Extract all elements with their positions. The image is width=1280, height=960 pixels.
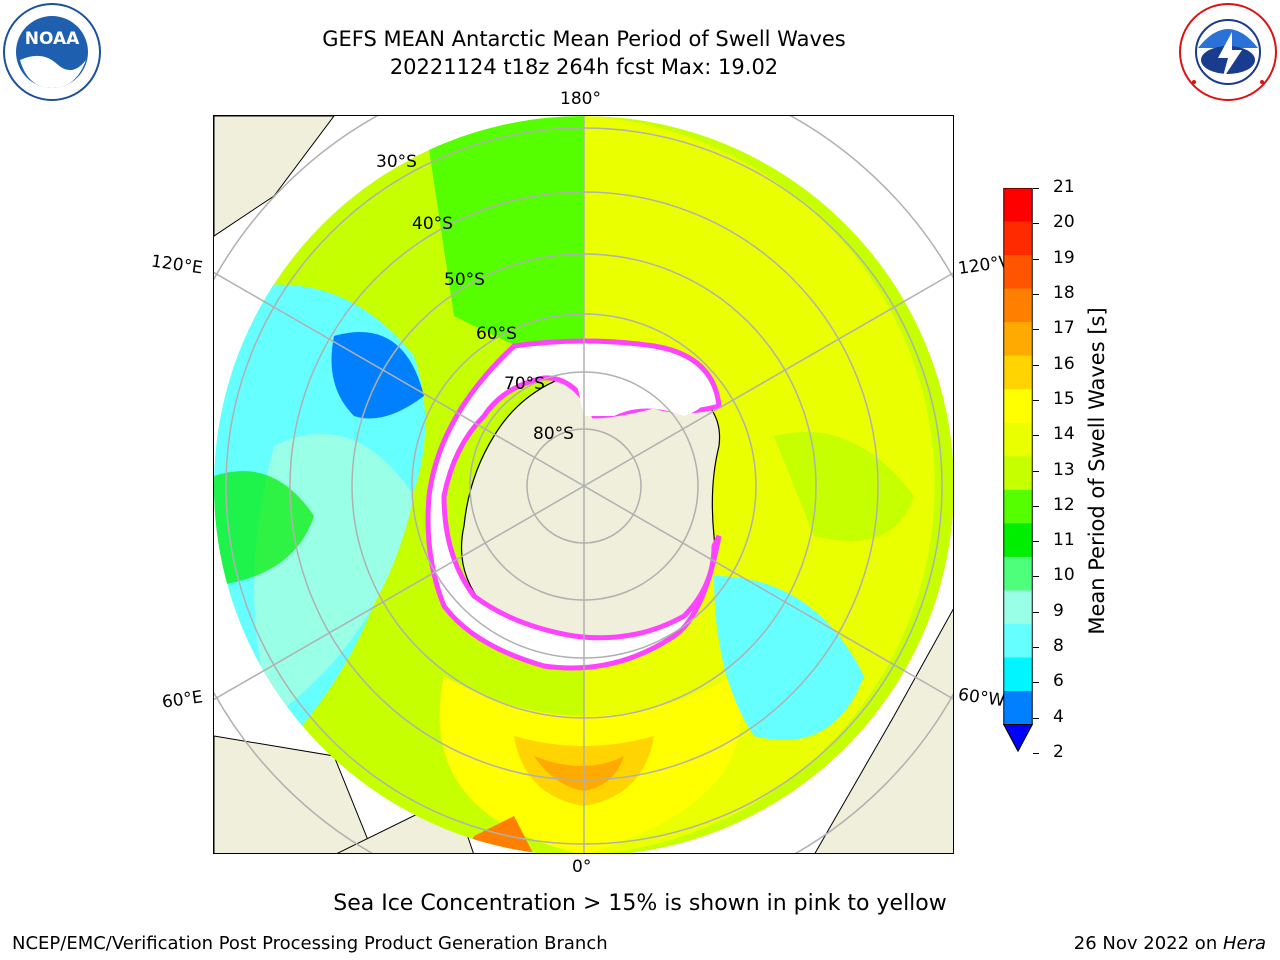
lat-label-60s: 60°S — [476, 324, 517, 344]
colorbar-tick-20: 20 — [1053, 212, 1075, 233]
colorbar-under-arrow — [1003, 724, 1033, 753]
colorbar-tick-mark — [1033, 188, 1039, 189]
lat-label-30s: 30°S — [376, 152, 417, 172]
colorbar-bin-19-20 — [1003, 221, 1033, 256]
lat-label-70s: 70°S — [504, 374, 545, 394]
footer-producer: NCEP/EMC/Verification Post Processing Pr… — [12, 933, 608, 954]
colorbar-tick-6: 6 — [1053, 671, 1064, 692]
lat-label-40s: 40°S — [412, 214, 453, 234]
colorbar-bin-2-4 — [1003, 690, 1033, 725]
colorbar-tick-mark — [1033, 329, 1039, 331]
nws-logo-icon — [1179, 3, 1277, 101]
land-south-america — [814, 608, 953, 853]
sea-ice-caption: Sea Ice Concentration > 15% is shown in … — [333, 891, 947, 916]
colorbar-bin-18-19 — [1003, 255, 1033, 290]
lon-label-lower-right: 60°W — [956, 684, 1007, 712]
colorbar-tick-mark — [1033, 541, 1039, 543]
colorbar-tick-4: 4 — [1053, 706, 1064, 727]
colorbar-tick-mark — [1033, 647, 1039, 649]
colorbar-tick-mark — [1033, 470, 1039, 472]
colorbar-tick-11: 11 — [1053, 530, 1075, 551]
lon-label-upper-left: 120°E — [149, 251, 204, 279]
lon-label-lower-left: 60°E — [160, 687, 205, 713]
colorbar-tick-12: 12 — [1053, 494, 1075, 515]
colorbar-tick-13: 13 — [1053, 459, 1075, 480]
colorbar-outline — [1003, 188, 1033, 753]
lon-label-top: 180° — [560, 89, 601, 109]
polar-map: 30°S 40°S 50°S 60°S 70°S 80°S — [213, 115, 954, 854]
colorbar-tick-10: 10 — [1053, 565, 1075, 586]
colorbar-tick-mark — [1033, 435, 1039, 437]
colorbar-label: Mean Period of Swell Waves [s] — [1085, 307, 1109, 635]
colorbar-bin-14-15 — [1003, 389, 1033, 424]
figure-title-line1: GEFS MEAN Antarctic Mean Period of Swell… — [322, 27, 846, 51]
colorbar-bin-4-6 — [1003, 657, 1033, 692]
colorbar-tick-mark — [1033, 717, 1039, 719]
footer-machine: Hera — [1222, 933, 1266, 954]
colorbar-tick-mark — [1033, 611, 1039, 613]
colorbar-tick-9: 9 — [1053, 600, 1064, 621]
colorbar-tick-8: 8 — [1053, 636, 1064, 657]
colorbar-tick-mark — [1033, 364, 1039, 366]
colorbar-bin-10-11 — [1003, 523, 1033, 558]
colorbar-bin-11-12 — [1003, 489, 1033, 524]
colorbar-tick-21: 21 — [1053, 177, 1075, 197]
colorbar-tick-16: 16 — [1053, 353, 1075, 374]
lon-label-bottom: 0° — [572, 857, 592, 877]
colorbar — [1003, 188, 1033, 753]
footer-date-text: 26 Nov 2022 on — [1073, 933, 1223, 954]
colorbar-tick-15: 15 — [1053, 388, 1075, 409]
longitude-lines — [214, 116, 953, 853]
colorbar-bin-13-14 — [1003, 422, 1033, 457]
colorbar-tick-mark — [1033, 753, 1039, 754]
colorbar-bin-17-18 — [1003, 288, 1033, 323]
noaa-logo-text: NOAA — [25, 29, 80, 49]
colorbar-bin-15-16 — [1003, 355, 1033, 390]
colorbar-tick-17: 17 — [1053, 318, 1075, 339]
colorbar-tick-14: 14 — [1053, 424, 1075, 445]
lat-label-80s: 80°S — [533, 424, 574, 444]
colorbar-tick-2: 2 — [1053, 742, 1064, 762]
colorbar-tick-mark — [1033, 505, 1039, 507]
colorbar-tick-mark — [1033, 223, 1039, 225]
figure-title-line2: 20221124 t18z 264h fcst Max: 19.02 — [389, 55, 779, 79]
colorbar-bin-12-13 — [1003, 456, 1033, 491]
colorbar-tick-mark — [1033, 293, 1039, 295]
colorbar-bin-6-8 — [1003, 623, 1033, 658]
swell-field — [214, 116, 953, 853]
colorbar-tick-18: 18 — [1053, 282, 1075, 303]
colorbar-bin-8-9 — [1003, 590, 1033, 625]
colorbar-tick-19: 19 — [1053, 247, 1075, 268]
noaa-logo-icon: NOAA — [3, 3, 101, 101]
colorbar-bin-9-10 — [1003, 556, 1033, 591]
colorbar-bin-20-21 — [1003, 188, 1033, 223]
footer-date: 26 Nov 2022 on Hera — [1074, 933, 1266, 954]
lat-label-50s: 50°S — [444, 270, 485, 290]
colorbar-tick-mark — [1033, 399, 1039, 401]
colorbar-tick-mark — [1033, 576, 1039, 578]
colorbar-tick-mark — [1033, 258, 1039, 260]
colorbar-tick-mark — [1033, 682, 1039, 684]
colorbar-bin-16-17 — [1003, 322, 1033, 357]
